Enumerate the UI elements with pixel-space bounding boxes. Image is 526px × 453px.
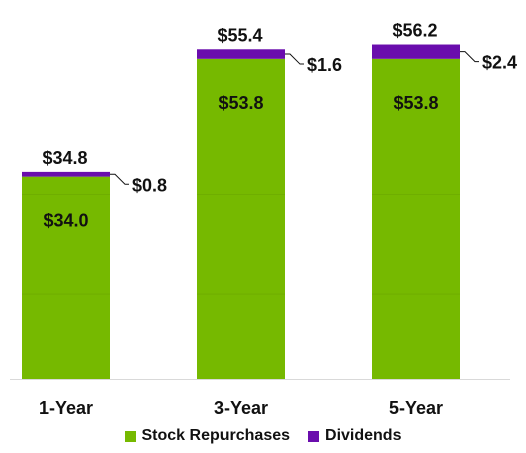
legend-swatch-dividends [308, 430, 320, 442]
data-label-dividends-5-year: $2.4 [482, 53, 517, 73]
x-tick-label-1-year: 1-Year [39, 398, 93, 418]
data-label-stock-repurchases-1-year: $34.0 [43, 211, 88, 231]
legend-item-stock-repurchases: Stock Repurchases [124, 427, 291, 445]
data-label-total-3-year: $55.4 [217, 25, 262, 45]
data-label-total-5-year: $56.2 [392, 21, 437, 41]
data-label-stock-repurchases-5-year: $53.8 [393, 93, 438, 113]
bar-stock-repurchases-5-year [372, 58, 460, 380]
data-label-stock-repurchases-3-year: $53.8 [218, 93, 263, 113]
leader-line-dividends-3-year [285, 53, 304, 65]
data-label-total-1-year: $34.8 [42, 148, 87, 168]
bar-dividends-5-year [372, 44, 460, 59]
data-label-dividends-3-year: $1.6 [307, 55, 342, 75]
bar-stock-repurchases-1-year [22, 176, 110, 379]
legend-label-stock-repurchases: Stock Repurchases [141, 427, 291, 444]
bar-dividends-1-year [22, 171, 110, 177]
legend-item-dividends: Dividends [308, 427, 401, 445]
legend: Stock Repurchases Dividends [0, 425, 526, 447]
x-tick-label-3-year: 3-Year [214, 398, 268, 418]
stacked-bar-chart: $34.0 $34.8 $0.8 1-Year $53.8 $55.4 $1.6 3-Year… [10, 21, 517, 418]
x-tick-label-5-year: 5-Year [389, 398, 443, 418]
legend-label-dividends: Dividends [325, 427, 402, 444]
data-label-dividends-1-year: $0.8 [132, 175, 167, 195]
leader-line-dividends-1-year [110, 173, 129, 185]
bar-dividends-3-year [197, 49, 285, 59]
bar-stock-repurchases-3-year [197, 58, 285, 380]
legend-swatch-stock-repurchases [124, 430, 136, 442]
leader-line-dividends-5-year [460, 51, 479, 63]
